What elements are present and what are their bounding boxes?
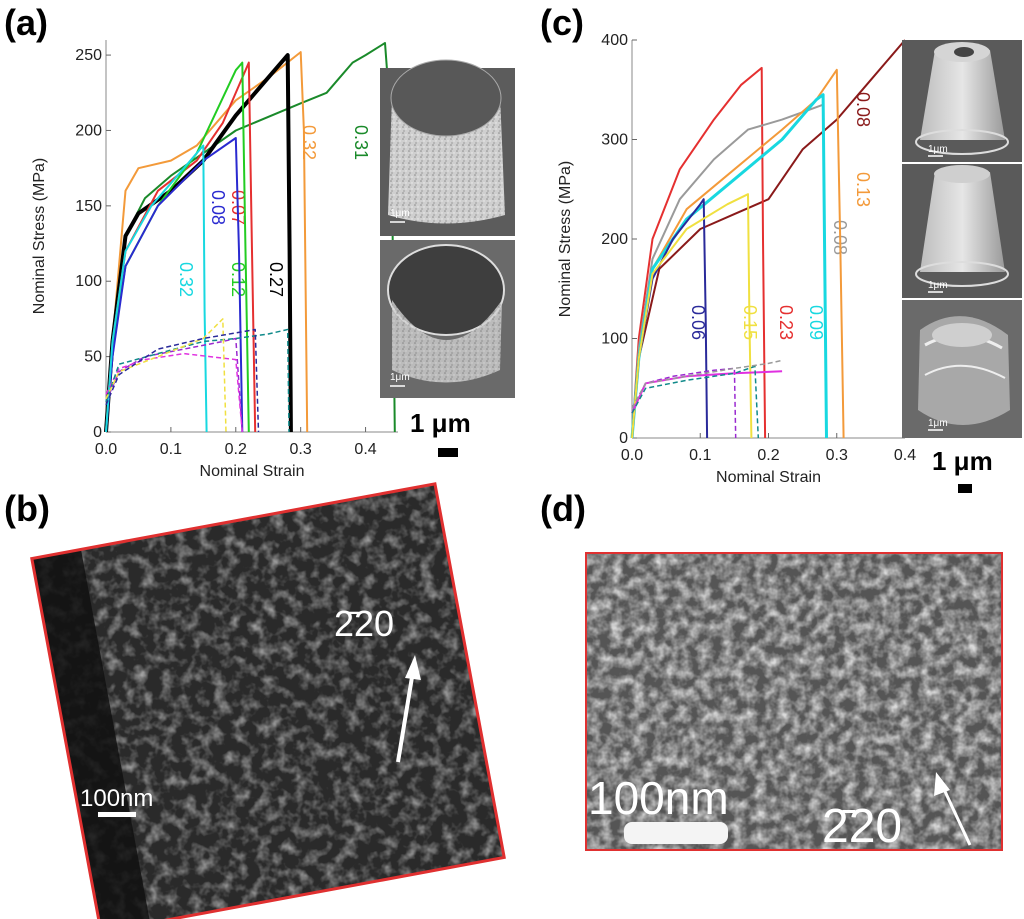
- tem-d-scale-label: 100nm: [588, 772, 729, 824]
- sem-scale-c-3: 1μm: [928, 418, 948, 429]
- y-tick-label-c: 0: [619, 430, 628, 447]
- x-axis-title-a: Nominal Strain: [200, 463, 305, 480]
- y-tick-label-a: 150: [75, 198, 102, 215]
- strain-label-c-cyan: 0.09: [806, 305, 826, 340]
- y-axis-title-a: Nominal Stress (MPa): [31, 158, 48, 314]
- tem-b-scalebar: [98, 812, 136, 817]
- series-line-c-curve10-gray: [631, 359, 783, 409]
- tem-d-arrow: [940, 784, 972, 846]
- y-axis-title-c: Nominal Stress (MPa): [557, 161, 574, 317]
- x-tick-label-c: 0.3: [826, 447, 848, 464]
- sem-scale-a-bottom: 1μm: [390, 372, 410, 383]
- tem-b-scale-label: 100nm: [80, 785, 153, 812]
- strain-label-c-orange: 0.13: [853, 172, 873, 207]
- tem-b-border: [30, 482, 506, 919]
- strain-label-a-blue: 0.08: [208, 190, 228, 225]
- x-tick-label-a: 0.1: [160, 441, 182, 458]
- y-tick-label-a: 250: [75, 47, 102, 64]
- strain-label-a-orange: 0.32: [299, 125, 319, 160]
- series-line-c-0p15-yellow: [631, 193, 753, 439]
- y-tick-label-c: 100: [601, 331, 628, 348]
- x-tick-label-a: 0.3: [290, 441, 312, 458]
- series-line-a-0p32-orange: [105, 51, 309, 433]
- tem-b-direction: 2̄20: [334, 603, 394, 644]
- series-line-a-curve9-teal: [105, 328, 290, 433]
- series-line-a-curve11-navy: [105, 328, 260, 433]
- scalebar-label-c: 1 μm: [932, 446, 993, 476]
- x-tick-label-c: 0.4: [894, 447, 916, 464]
- strain-label-a-black: 0.27: [266, 262, 286, 297]
- series-line-a-0p32-cyan: [105, 144, 208, 433]
- strain-label-c-yellow: 0.15: [740, 305, 760, 340]
- x-tick-label-a: 0.2: [225, 441, 247, 458]
- panel-label-a: (a): [4, 2, 48, 43]
- strain-label-c-darkred: 0.08: [853, 92, 873, 127]
- strain-label-c-navy: 0.06: [688, 305, 708, 340]
- y-tick-label-c: 300: [601, 132, 628, 149]
- tem-d-scalebar: [624, 822, 728, 844]
- y-tick-label-a: 50: [84, 349, 102, 366]
- y-tick-label-a: 0: [93, 424, 102, 441]
- series-line-a-curve10-yellow: [105, 318, 227, 433]
- y-tick-label-c: 200: [601, 231, 628, 248]
- strain-label-a-cyan: 0.32: [176, 262, 196, 297]
- tem-d-border: [585, 552, 1003, 851]
- tem-d-direction: 2̄20: [822, 800, 902, 853]
- sem-scale-c-2: 1μm: [928, 280, 948, 291]
- x-tick-label-a: 0.4: [354, 441, 376, 458]
- y-tick-label-a: 100: [75, 273, 102, 290]
- x-tick-label-a: 0.0: [95, 441, 117, 458]
- series-line-c-0p08-gray: [631, 103, 828, 439]
- series-line-a-0p08-blue: [105, 137, 244, 433]
- series-line-a-curve8-magenta: [105, 352, 244, 433]
- tem-b-arrow: [396, 664, 416, 763]
- strain-label-c-red: 0.23: [776, 305, 796, 340]
- series-line-c-0p08-darkred: [631, 39, 906, 439]
- sem-scale-c-1: 1μm: [928, 144, 948, 155]
- strain-label-a-green: 0.31: [351, 125, 371, 160]
- scalebar-c: [958, 484, 972, 493]
- series-line-c-0p23-red: [631, 66, 767, 439]
- sem-pillar-c-3: 1μm: [902, 300, 1022, 438]
- sem-pillar-a-after: 1μm: [380, 240, 515, 398]
- y-tick-label-c: 400: [601, 32, 628, 49]
- x-tick-label-c: 0.0: [621, 447, 643, 464]
- x-tick-label-c: 0.2: [757, 447, 779, 464]
- panel-label-d: (d): [540, 488, 586, 529]
- panel-label-c: (c): [540, 2, 584, 43]
- series-line-c-curve8-magenta: [631, 370, 783, 414]
- sem-pillar-a-before: 1μm: [380, 59, 515, 236]
- y-tick-label-a: 200: [75, 122, 102, 139]
- series-line-a-curve7-purple: [105, 337, 244, 433]
- strain-label-a-lime: 0.12: [228, 262, 248, 297]
- scalebar-a: [438, 448, 458, 457]
- scalebar-label-a: 1 μm: [410, 408, 471, 438]
- x-axis-title-c: Nominal Strain: [716, 469, 821, 486]
- series-line-c-curve7-purple: [631, 367, 737, 439]
- sem-pillar-c-2: 1μm: [902, 164, 1022, 298]
- sem-pillar-c-1: 1μm: [902, 40, 1022, 162]
- sem-scale-a-top: 1μm: [390, 208, 410, 219]
- panel-label-b: (b): [4, 488, 50, 529]
- x-tick-label-c: 0.1: [689, 447, 711, 464]
